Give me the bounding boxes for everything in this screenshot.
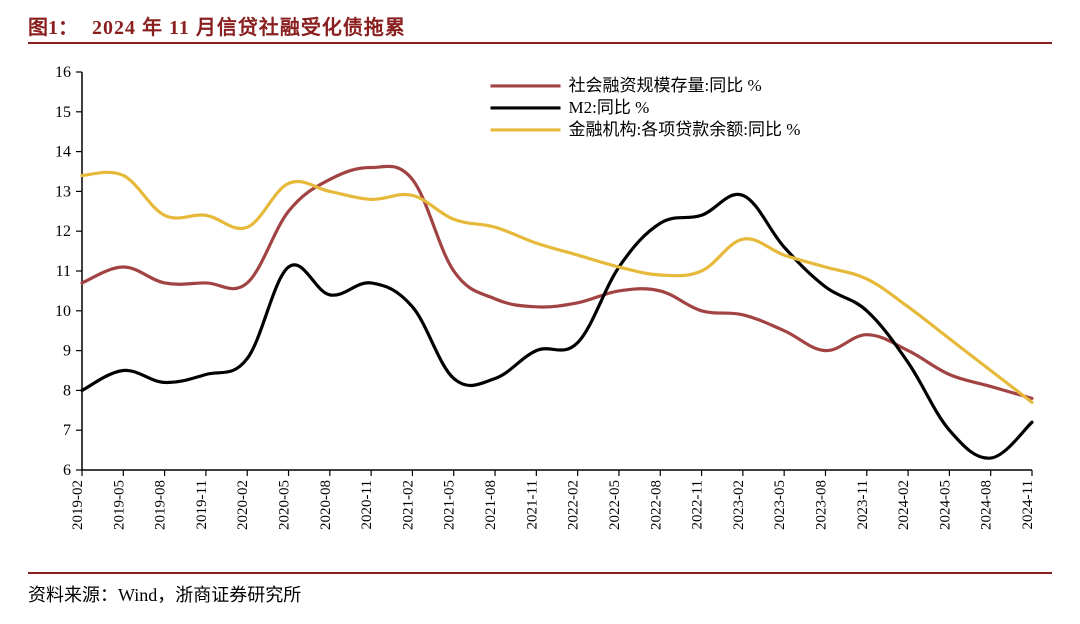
figure-title: 2024 年 11 月信贷社融受化债拖累 [92,11,406,40]
svg-text:9: 9 [63,343,71,360]
svg-text:2024-05: 2024-05 [937,480,953,530]
svg-text:16: 16 [55,64,71,81]
svg-text:金融机构:各项贷款余额:同比 %: 金融机构:各项贷款余额:同比 % [569,120,801,139]
svg-text:2023-11: 2023-11 [855,480,871,529]
svg-text:2020-08: 2020-08 [318,480,334,530]
svg-text:2020-05: 2020-05 [277,480,293,530]
figure-title-row: 图1： 2024 年 11 月信贷社融受化债拖累 [28,8,1052,44]
svg-text:10: 10 [55,303,71,320]
svg-text:2022-05: 2022-05 [607,480,623,530]
svg-text:2019-05: 2019-05 [111,480,127,530]
figure: 图1： 2024 年 11 月信贷社融受化债拖累 6 7 8 9 10 11 12 13 14 1… [0,0,1080,624]
svg-text:2022-08: 2022-08 [648,480,664,530]
source-label: 资料来源：Wind，浙商证券研究所 [28,581,301,607]
svg-text:2023-05: 2023-05 [772,480,788,530]
svg-text:2023-08: 2023-08 [813,480,829,530]
line-chart: 6 7 8 9 10 11 12 13 14 15 16 2019-02 2019-05 2019-08 2… [28,62,1052,562]
svg-text:2022-02: 2022-02 [566,480,582,530]
svg-text:2021-02: 2021-02 [400,480,416,530]
svg-text:2021-05: 2021-05 [442,480,458,530]
svg-text:2020-11: 2020-11 [359,480,375,529]
svg-text:M2:同比 %: M2:同比 % [569,98,650,117]
svg-text:2024-02: 2024-02 [896,480,912,530]
svg-text:2021-08: 2021-08 [483,480,499,530]
svg-text:2019-08: 2019-08 [153,480,169,530]
svg-text:2019-11: 2019-11 [194,480,210,529]
svg-text:2021-11: 2021-11 [524,480,540,529]
svg-text:2023-02: 2023-02 [731,480,747,530]
svg-text:13: 13 [55,183,71,200]
svg-text:2024-11: 2024-11 [1020,480,1036,529]
svg-text:6: 6 [63,462,71,479]
svg-text:14: 14 [55,144,71,161]
svg-text:2019-02: 2019-02 [70,480,86,530]
svg-text:2020-02: 2020-02 [235,480,251,530]
svg-text:15: 15 [55,104,71,121]
svg-text:12: 12 [55,223,71,240]
figure-title-prefix: 图1： [28,11,78,40]
chart-area: 6 7 8 9 10 11 12 13 14 15 16 2019-02 2019-05 2019-08 2… [28,62,1052,562]
svg-text:2022-11: 2022-11 [690,480,706,529]
svg-text:8: 8 [63,382,71,399]
svg-text:社会融资规模存量:同比 %: 社会融资规模存量:同比 % [569,76,762,95]
source-row: 资料来源：Wind，浙商证券研究所 [28,572,1052,614]
svg-text:7: 7 [63,422,71,439]
svg-text:11: 11 [56,263,71,280]
svg-text:2024-08: 2024-08 [979,480,995,530]
